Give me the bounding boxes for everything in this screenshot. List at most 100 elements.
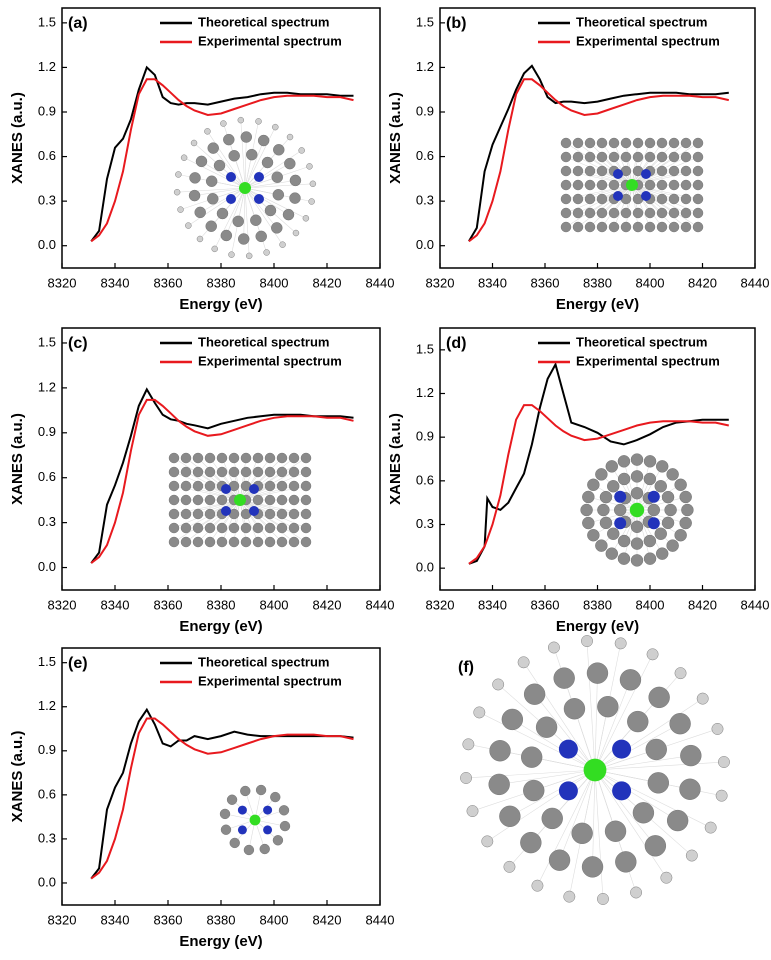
atom	[220, 809, 230, 819]
atom	[206, 221, 217, 232]
atom	[680, 779, 701, 800]
nitrogen-atom	[238, 806, 247, 815]
atom	[181, 523, 191, 533]
atom	[644, 473, 656, 485]
atom	[597, 152, 607, 162]
y-tick-label: 1.5	[416, 14, 434, 29]
atom	[669, 138, 679, 148]
x-tick-label: 8360	[154, 912, 183, 927]
nitrogen-atom	[648, 517, 660, 529]
atom	[542, 808, 563, 829]
x-tick-label: 8380	[207, 912, 236, 927]
atom	[609, 152, 619, 162]
bond	[632, 143, 674, 185]
atom	[631, 487, 643, 499]
molecule-inset	[174, 117, 316, 259]
atom	[174, 189, 180, 195]
y-axis-title: XANES (a.u.)	[9, 413, 26, 505]
y-tick-label: 1.5	[38, 14, 56, 29]
atom	[561, 166, 571, 176]
x-tick-label: 8360	[531, 597, 560, 612]
nitrogen-atom	[559, 781, 578, 800]
legend-label: Theoretical spectrum	[576, 14, 708, 29]
atom	[669, 208, 679, 218]
x-tick-label: 8340	[101, 912, 130, 927]
y-tick-label: 0.9	[416, 429, 434, 444]
atom	[463, 739, 474, 750]
atom	[208, 143, 219, 154]
x-tick-label: 8440	[366, 597, 395, 612]
atom	[273, 144, 284, 155]
atom	[185, 223, 191, 229]
nitrogen-atom	[249, 506, 259, 516]
x-tick-label: 8420	[313, 912, 342, 927]
atom	[241, 453, 251, 463]
bond	[174, 500, 240, 542]
y-tick-label: 0.9	[416, 103, 434, 118]
legend-label: Theoretical spectrum	[198, 14, 330, 29]
x-tick-label: 8320	[48, 597, 77, 612]
bond	[566, 185, 632, 227]
x-tick-label: 8440	[366, 275, 395, 290]
atom	[238, 117, 244, 123]
atom	[256, 118, 262, 124]
y-tick-label: 0.9	[38, 103, 56, 118]
y-axis-title: XANES (a.u.)	[387, 413, 404, 505]
legend-label: Experimental spectrum	[198, 673, 342, 688]
atom	[631, 470, 643, 482]
nitrogen-atom	[221, 484, 231, 494]
atom	[181, 453, 191, 463]
x-tick-label: 8420	[313, 597, 342, 612]
atom	[169, 509, 179, 519]
atom	[521, 747, 542, 768]
atom	[686, 850, 697, 861]
atom	[595, 540, 607, 552]
atom	[289, 453, 299, 463]
nitrogen-atom	[614, 491, 626, 503]
atom	[585, 194, 595, 204]
bond	[245, 137, 246, 188]
atom	[181, 467, 191, 477]
atom	[620, 669, 641, 690]
atom	[680, 745, 701, 766]
y-tick-label: 0.3	[38, 830, 56, 845]
x-tick-label: 8440	[741, 597, 770, 612]
legend-label: Experimental spectrum	[198, 353, 342, 368]
y-tick-label: 0.3	[38, 193, 56, 208]
atom	[195, 207, 206, 218]
atom	[193, 495, 203, 505]
panel-label: (e)	[68, 655, 88, 672]
atom	[669, 194, 679, 204]
x-tick-label: 8440	[741, 275, 770, 290]
y-tick-label: 0.9	[38, 424, 56, 439]
atom	[264, 249, 270, 255]
atom	[279, 805, 289, 815]
y-tick-label: 0.9	[38, 742, 56, 757]
atom	[705, 822, 716, 833]
nitrogen-atom	[641, 191, 651, 201]
atom	[669, 152, 679, 162]
atom	[609, 138, 619, 148]
atom	[621, 152, 631, 162]
panel-label: (d)	[446, 335, 466, 352]
atom	[175, 171, 181, 177]
atom	[309, 199, 315, 205]
x-tick-label: 8360	[154, 597, 183, 612]
legend-label: Experimental spectrum	[576, 353, 720, 368]
atom	[585, 208, 595, 218]
atom	[301, 467, 311, 477]
atom	[238, 233, 249, 244]
atom	[656, 460, 668, 472]
atom	[193, 453, 203, 463]
atom	[217, 208, 228, 219]
bond	[590, 143, 632, 185]
x-tick-label: 8380	[583, 275, 612, 290]
bond	[632, 185, 686, 227]
atom	[524, 684, 545, 705]
atom	[595, 468, 607, 480]
nitrogen-atom	[226, 194, 236, 204]
nitrogen-atom	[238, 825, 247, 834]
atom	[693, 166, 703, 176]
atom	[581, 635, 592, 646]
atom	[669, 180, 679, 190]
